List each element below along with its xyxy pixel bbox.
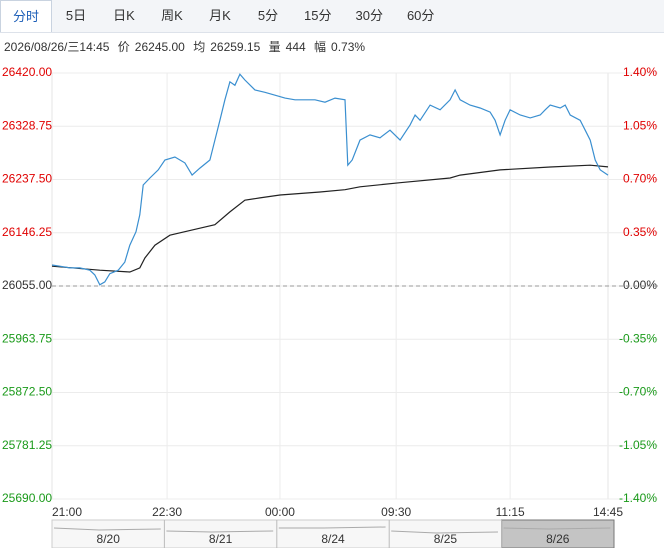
navigator-label: 8/21 [209, 532, 233, 546]
tab[interactable]: 30分 [355, 8, 383, 23]
info-label: 价 [117, 40, 130, 54]
navigator-trace [53, 527, 161, 531]
navigator-label: 8/25 [434, 532, 458, 546]
y-tick-label: 26055.00 [2, 278, 52, 292]
price-line [51, 73, 609, 286]
navigator-trace [503, 527, 611, 530]
y-tick-label: 26420.00 [2, 65, 52, 79]
navigator-window [501, 519, 615, 548]
navigator-label: 8/26 [546, 532, 570, 546]
tab[interactable]: 月K [209, 8, 231, 23]
tab[interactable]: 日K [113, 8, 135, 23]
info-label: 幅 [314, 40, 327, 54]
y2-tick-label: -0.35% [619, 331, 657, 345]
tab[interactable]: 60分 [406, 8, 435, 23]
navigator-trace [391, 530, 498, 534]
info-value: 444 [285, 40, 306, 54]
y2-tick-label: -1.40% [619, 491, 657, 505]
y-tick-label: 26146.25 [2, 225, 52, 239]
x-tick-label: 21:00 [52, 505, 82, 519]
y-tick-label: 25963.75 [2, 331, 52, 345]
tab[interactable]: 分时 [0, 0, 53, 32]
y-tick-label: 26328.75 [2, 118, 52, 132]
navigator-label: 8/20 [97, 532, 121, 546]
y2-tick-label: 0.00% [623, 278, 657, 292]
y2-tick-label: 0.70% [623, 172, 657, 186]
info-value: 26245.00 [134, 40, 185, 54]
navigator-label: 8/24 [321, 532, 345, 546]
info-datetime: 2026/08/26/三14:45 [4, 40, 110, 54]
info-label: 均 [193, 40, 206, 54]
y-tick-label: 25690.00 [2, 491, 52, 505]
tab[interactable]: 5日 [65, 8, 87, 23]
tab-bar: 分时 5日 日K 周K 月K 5分 15分 30分 60分 [0, 0, 664, 33]
y-tick-label: 25872.50 [2, 385, 52, 399]
y-tick-label: 26237.50 [2, 172, 52, 186]
x-tick-label: 00:00 [265, 505, 295, 519]
x-tick-label: 09:30 [381, 505, 411, 519]
navigator-trace [166, 530, 274, 533]
x-tick-label: 14:45 [593, 505, 623, 519]
x-tick-label: 11:15 [496, 505, 525, 519]
info-value: 26259.15 [210, 40, 261, 54]
x-tick-label: 22:30 [152, 505, 182, 519]
tab[interactable]: 15分 [304, 8, 332, 23]
info-label: 量 [268, 40, 281, 54]
y2-tick-label: 1.40% [623, 65, 657, 79]
price-line [51, 164, 609, 273]
navigator-trace [278, 526, 386, 529]
y2-tick-label: -1.05% [619, 438, 657, 452]
y2-tick-label: 1.05% [623, 118, 657, 132]
y-tick-label: 25781.25 [2, 438, 52, 452]
y2-tick-label: 0.35% [623, 225, 657, 239]
y2-tick-label: -0.70% [619, 385, 657, 399]
tab[interactable]: 周K [161, 8, 183, 23]
tab[interactable]: 5分 [257, 8, 279, 23]
info-value: 0.73% [331, 40, 366, 54]
